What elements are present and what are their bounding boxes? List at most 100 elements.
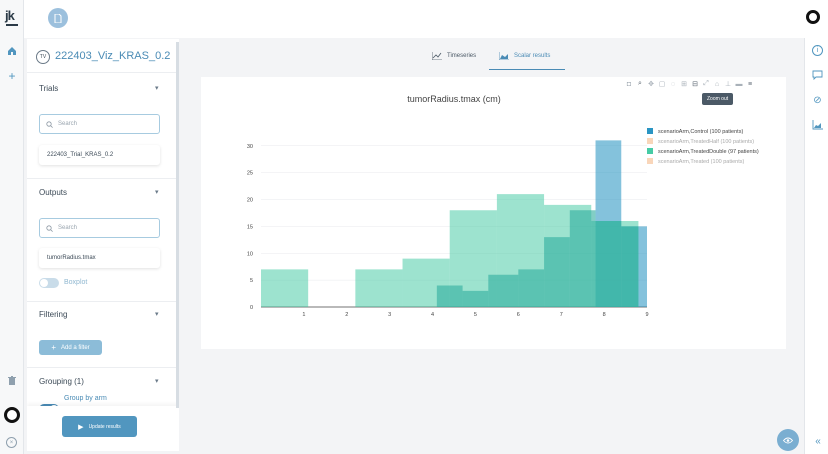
overlap-bar bbox=[462, 290, 489, 307]
reset-axes-icon[interactable]: ⌂ bbox=[714, 80, 720, 88]
trials-section-title[interactable]: Trials bbox=[39, 84, 59, 93]
y-tick-label: 20 bbox=[247, 198, 253, 204]
hover-closest-icon[interactable]: ▬ bbox=[735, 80, 743, 88]
user-avatar-icon[interactable] bbox=[4, 407, 20, 423]
y-tick-label: 25 bbox=[247, 171, 253, 177]
trash-icon[interactable] bbox=[6, 374, 18, 386]
tab-scalar-results-label: Scalar results bbox=[514, 53, 551, 59]
overlap-bar bbox=[488, 274, 519, 307]
chart-icon[interactable] bbox=[812, 120, 823, 130]
autoscale-icon[interactable]: ⤢ bbox=[703, 80, 709, 87]
eye-button[interactable] bbox=[777, 429, 799, 451]
pan-icon[interactable]: ✥ bbox=[648, 81, 654, 88]
chevron-down-icon[interactable]: ▾ bbox=[155, 85, 159, 92]
zoom-icon[interactable]: ⌕ bbox=[638, 80, 642, 87]
legend-label: scenarioArm,Control (100 patients) bbox=[658, 129, 743, 135]
y-tick-label: 30 bbox=[247, 144, 253, 150]
sidebar-scrollbar[interactable] bbox=[176, 42, 179, 408]
chevron-down-icon[interactable]: ▾ bbox=[155, 378, 159, 385]
search-icon bbox=[46, 224, 53, 232]
comment-icon[interactable] bbox=[812, 70, 823, 80]
zoom-in-icon[interactable]: ⊞ bbox=[681, 81, 687, 88]
overlap-bar bbox=[544, 237, 570, 307]
divider bbox=[27, 301, 179, 302]
hover-compare-icon[interactable]: ≡ bbox=[747, 80, 753, 88]
settings-icon[interactable]: × bbox=[6, 437, 17, 448]
legend-swatch bbox=[647, 158, 653, 164]
histogram-bar bbox=[261, 269, 309, 307]
legend-swatch bbox=[647, 148, 653, 154]
overlap-bar bbox=[595, 221, 622, 307]
x-tick-label: 8 bbox=[603, 312, 606, 318]
overlap-bar bbox=[518, 269, 545, 307]
x-tick-label: 4 bbox=[431, 312, 434, 318]
left-rail: jk + × bbox=[0, 0, 24, 454]
chart-card: ◘ ⌕ ✥ ▢ ◌ ⊞ ⊟ ⤢ ⌂ ⊥ ▬ ≡ Zoom out tumorRa… bbox=[201, 77, 786, 349]
overlap-bar bbox=[436, 285, 463, 307]
info-icon[interactable]: i bbox=[812, 45, 823, 56]
home-icon[interactable] bbox=[6, 45, 18, 57]
divider bbox=[27, 178, 179, 179]
line-chart-icon bbox=[432, 52, 442, 60]
divider bbox=[27, 72, 179, 73]
top-user-avatar-icon[interactable] bbox=[806, 10, 820, 24]
x-tick-label: 6 bbox=[517, 312, 520, 318]
x-tick-label: 3 bbox=[388, 312, 391, 318]
top-bar bbox=[24, 0, 828, 38]
legend-label: scenarioArm,TreatedHalf (100 patients) bbox=[658, 139, 754, 145]
eye-icon bbox=[783, 437, 793, 443]
boxplot-toggle[interactable] bbox=[39, 278, 59, 288]
project-name[interactable]: 222403_Viz_KRAS_0.2 bbox=[55, 50, 171, 62]
chevron-down-icon[interactable]: ▾ bbox=[155, 311, 159, 318]
plot-toolbar: ◘ ⌕ ✥ ▢ ◌ ⊞ ⊟ ⤢ ⌂ ⊥ ▬ ≡ bbox=[625, 80, 754, 88]
sidebar: TV 222403_Viz_KRAS_0.2 Trials ▾ Search 2… bbox=[27, 39, 179, 451]
camera-icon[interactable]: ◘ bbox=[626, 80, 632, 88]
link-icon[interactable]: ⊘ bbox=[813, 95, 822, 106]
update-results-button[interactable]: ▶ Update results bbox=[62, 416, 137, 437]
outputs-section-title[interactable]: Outputs bbox=[39, 188, 68, 197]
tab-scalar-results[interactable]: Scalar results bbox=[499, 52, 550, 60]
y-tick-label: 5 bbox=[250, 278, 253, 284]
lasso-icon[interactable]: ◌ bbox=[670, 80, 676, 88]
outputs-search-input[interactable]: Search bbox=[39, 218, 160, 238]
area-chart-icon bbox=[499, 52, 509, 60]
main-panel: Timeseries Scalar results ◘ ⌕ ✥ ▢ ◌ ⊞ ⊟ … bbox=[183, 39, 803, 452]
trials-search-input[interactable]: Search bbox=[39, 114, 160, 134]
search-icon bbox=[46, 120, 53, 128]
spike-lines-icon[interactable]: ⊥ bbox=[724, 81, 732, 88]
output-item[interactable]: tumorRadius.tmax bbox=[39, 248, 160, 268]
y-tick-label: 15 bbox=[247, 224, 253, 230]
y-tick-label: 10 bbox=[247, 251, 253, 257]
add-filter-button[interactable]: + Add a filter bbox=[39, 340, 102, 355]
collapse-icon[interactable]: « bbox=[815, 435, 821, 447]
grouping-section-title[interactable]: Grouping (1) bbox=[39, 377, 84, 386]
boxplot-label: Boxplot bbox=[64, 279, 88, 286]
app-logo[interactable]: jk bbox=[5, 8, 15, 23]
tab-timeseries-label: Timeseries bbox=[447, 53, 477, 59]
trial-item[interactable]: 222403_Trial_KRAS_0.2 bbox=[39, 145, 160, 165]
add-icon[interactable]: + bbox=[8, 69, 16, 83]
histogram-bar bbox=[355, 269, 403, 307]
add-filter-label: Add a filter bbox=[60, 344, 90, 351]
box-select-icon[interactable]: ▢ bbox=[658, 81, 666, 88]
chart-title: tumorRadius.tmax (cm) bbox=[407, 94, 501, 104]
x-tick-label: 1 bbox=[302, 312, 305, 318]
active-tab-underline bbox=[489, 69, 565, 70]
plus-icon: + bbox=[51, 343, 56, 352]
legend-label: scenarioArm,Treated (100 patients) bbox=[658, 159, 744, 165]
legend-label: scenarioArm,TreatedDouble (97 patients) bbox=[658, 149, 759, 155]
update-results-label: Update results bbox=[88, 423, 121, 430]
outputs-search-placeholder: Search bbox=[58, 225, 78, 231]
logo-underline bbox=[6, 24, 18, 26]
overlap-bar bbox=[569, 210, 596, 307]
zoom-out-icon[interactable]: ⊟ bbox=[692, 81, 698, 88]
chevron-down-icon[interactable]: ▾ bbox=[155, 189, 159, 196]
tab-timeseries[interactable]: Timeseries bbox=[432, 52, 476, 60]
x-tick-label: 9 bbox=[645, 312, 648, 318]
project-icon[interactable] bbox=[48, 8, 68, 28]
project-badge: TV bbox=[36, 50, 50, 64]
divider bbox=[27, 367, 179, 368]
group-by-arm-label: Group by arm bbox=[64, 395, 107, 402]
legend-swatch bbox=[647, 128, 653, 134]
filtering-section-title[interactable]: Filtering bbox=[39, 310, 68, 319]
